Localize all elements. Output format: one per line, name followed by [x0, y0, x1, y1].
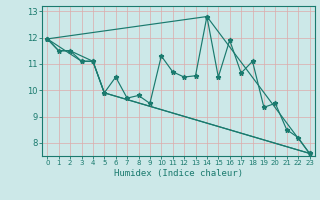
X-axis label: Humidex (Indice chaleur): Humidex (Indice chaleur) — [114, 169, 243, 178]
